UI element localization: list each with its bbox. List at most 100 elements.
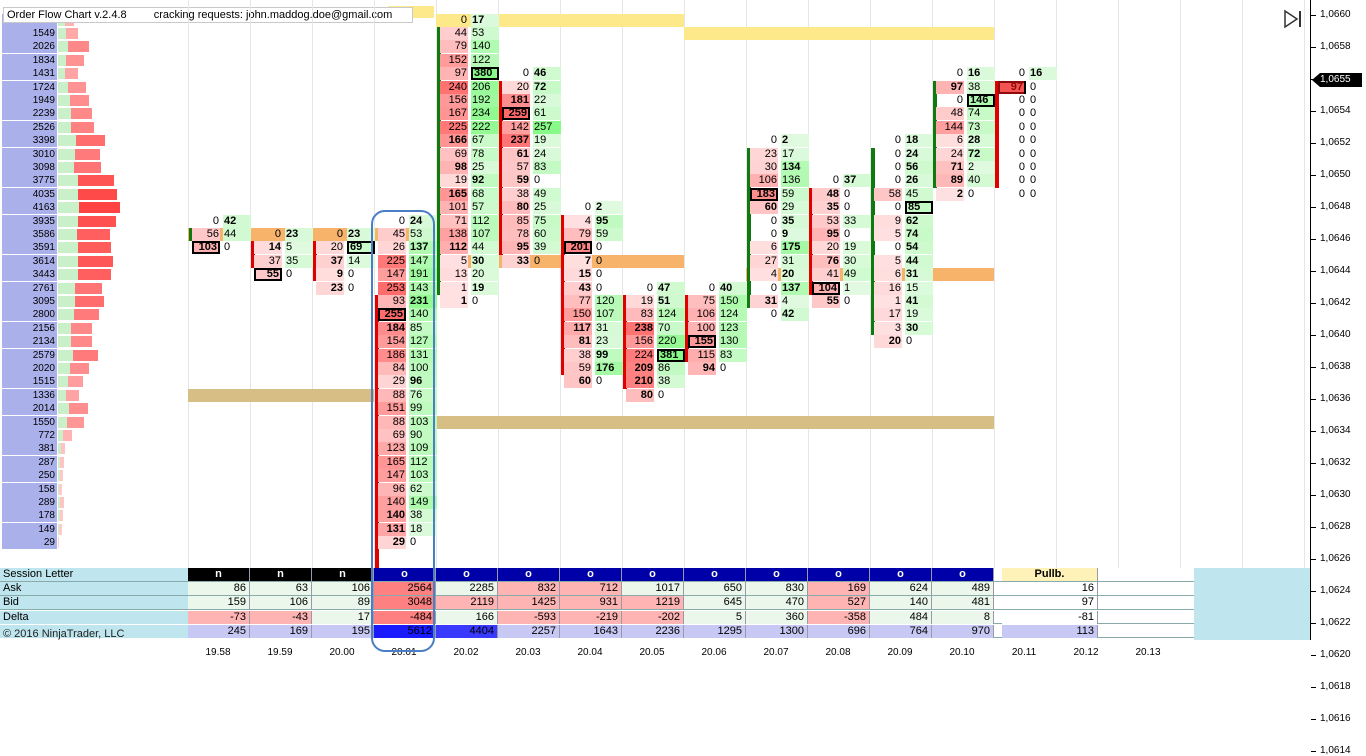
footprint-cell[interactable]: 80 0 xyxy=(626,388,684,402)
footprint-cell[interactable]: 69 90 xyxy=(378,428,437,442)
footprint-cell[interactable]: 259 61 xyxy=(502,107,561,121)
footprint-cell[interactable]: 123 109 xyxy=(378,442,437,456)
footprint-cell[interactable]: 56 44 xyxy=(192,227,251,241)
footprint-cell[interactable]: 255 140 xyxy=(378,308,437,322)
footprint-cell[interactable]: 150 107 xyxy=(564,308,623,322)
footprint-cell[interactable]: 155 130 xyxy=(688,335,747,349)
footprint-cell[interactable]: 209 86 xyxy=(626,361,685,375)
footprint-cell[interactable]: 4 95 xyxy=(564,214,623,228)
footprint-cell[interactable]: 103 0 xyxy=(192,241,250,255)
footprint-cell[interactable]: 147 191 xyxy=(378,268,437,282)
footprint-cell[interactable]: 5 44 xyxy=(874,254,933,268)
footprint-cell[interactable]: 98 25 xyxy=(440,160,499,174)
footprint-cell[interactable]: 23 17 xyxy=(750,147,809,161)
footprint-cell[interactable]: 0 40 xyxy=(688,281,747,295)
footprint-cell[interactable]: 165 112 xyxy=(378,455,437,469)
footprint-cell[interactable]: 89 40 xyxy=(936,174,995,188)
order-flow-plot[interactable]: 0 42 56 44 103 0 0 23 14 5 37 35 55 0 0 23 20 69 37 14 9 0 23 0… xyxy=(188,0,1310,568)
footprint-cell[interactable]: 60 0 xyxy=(564,375,622,389)
footprint-cell[interactable]: 14 5 xyxy=(254,241,313,255)
footprint-cell[interactable]: 31 4 xyxy=(750,294,809,308)
footprint-cell[interactable]: 4 20 xyxy=(750,268,809,282)
footprint-cell[interactable]: 0 35 xyxy=(750,214,809,228)
footprint-cell[interactable]: 48 0 xyxy=(812,187,870,201)
footprint-cell[interactable]: 6 31 xyxy=(874,268,933,282)
footprint-cell[interactable]: 201 0 xyxy=(564,241,622,255)
footprint-cell[interactable]: 225 147 xyxy=(378,254,437,268)
footprint-cell[interactable]: 20 69 xyxy=(316,241,375,255)
footprint-cell[interactable]: 20 19 xyxy=(812,241,871,255)
footprint-cell[interactable]: 165 68 xyxy=(440,187,499,201)
footprint-cell[interactable]: 140 149 xyxy=(378,495,437,509)
footprint-cell[interactable]: 71 112 xyxy=(440,214,499,228)
footprint-cell[interactable]: 57 83 xyxy=(502,160,561,174)
footprint-cell[interactable]: 0 47 xyxy=(626,281,685,295)
footprint-cell[interactable]: 88 103 xyxy=(378,415,437,429)
footprint-cell[interactable]: 115 83 xyxy=(688,348,747,362)
footprint-cell[interactable]: 94 0 xyxy=(688,361,746,375)
footprint-cell[interactable]: 240 206 xyxy=(440,80,499,94)
footprint-cell[interactable]: 37 14 xyxy=(316,254,375,268)
footprint-cell[interactable]: 0 18 xyxy=(874,134,933,148)
footprint-cell[interactable]: 138 107 xyxy=(440,227,499,241)
footprint-cell[interactable]: 5 74 xyxy=(874,227,933,241)
footprint-cell[interactable]: 0 46 xyxy=(502,67,561,81)
footprint-cell[interactable]: 38 49 xyxy=(502,187,561,201)
footprint-cell[interactable]: 30 134 xyxy=(750,160,809,174)
footprint-cell[interactable]: 106 124 xyxy=(688,308,747,322)
footprint-cell[interactable]: 184 85 xyxy=(378,321,437,335)
footprint-cell[interactable]: 13 20 xyxy=(440,268,499,282)
play-icon[interactable] xyxy=(1283,9,1305,29)
footprint-cell[interactable]: 93 231 xyxy=(378,294,437,308)
footprint-cell[interactable]: 20 72 xyxy=(502,80,561,94)
footprint-cell[interactable]: 142 257 xyxy=(502,120,561,134)
footprint-cell[interactable]: 112 44 xyxy=(440,241,499,255)
footprint-cell[interactable]: 95 39 xyxy=(502,241,561,255)
footprint-cell[interactable]: 151 99 xyxy=(378,402,437,416)
footprint-cell[interactable]: 85 75 xyxy=(502,214,561,228)
footprint-cell[interactable]: 26 137 xyxy=(378,241,437,255)
footprint-cell[interactable]: 0 17 xyxy=(440,13,499,27)
footprint-cell[interactable]: 35 0 xyxy=(812,201,870,215)
footprint-cell[interactable]: 100 123 xyxy=(688,321,747,335)
footprint-cell[interactable]: 53 33 xyxy=(812,214,871,228)
footprint-cell[interactable]: 1 41 xyxy=(874,294,933,308)
footprint-cell[interactable]: 9 62 xyxy=(874,214,933,228)
footprint-cell[interactable]: 6 175 xyxy=(750,241,809,255)
footprint-cell[interactable]: 29 96 xyxy=(378,375,437,389)
footprint-cell[interactable]: 156 192 xyxy=(440,93,499,107)
footprint-cell[interactable]: 55 0 xyxy=(254,268,312,282)
footprint-cell[interactable]: 58 45 xyxy=(874,187,933,201)
footprint-cell[interactable]: 59 0 xyxy=(502,174,560,188)
footprint-cell[interactable]: 0 56 xyxy=(874,160,933,174)
footprint-cell[interactable]: 0 24 xyxy=(874,147,933,161)
footprint-cell[interactable]: 0 85 xyxy=(874,201,933,215)
footprint-cell[interactable]: 79 140 xyxy=(440,40,499,54)
footprint-cell[interactable]: 101 57 xyxy=(440,201,499,215)
footprint-cell[interactable]: 24 72 xyxy=(936,147,995,161)
footprint-cell[interactable]: 0 54 xyxy=(874,241,933,255)
footprint-cell[interactable]: 0 137 xyxy=(750,281,809,295)
footprint-cell[interactable]: 117 31 xyxy=(564,321,623,335)
footprint-cell[interactable]: 38 99 xyxy=(564,348,623,362)
footprint-cell[interactable]: 210 38 xyxy=(626,375,685,389)
footprint-cell[interactable]: 97 380 xyxy=(440,67,499,81)
footprint-cell[interactable]: 183 59 xyxy=(750,187,809,201)
footprint-cell[interactable]: 0 23 xyxy=(316,227,375,241)
footprint-cell[interactable]: 147 103 xyxy=(378,469,437,483)
footprint-cell[interactable]: 224 381 xyxy=(626,348,685,362)
footprint-cell[interactable]: 104 1 xyxy=(812,281,871,295)
footprint-cell[interactable]: 44 53 xyxy=(440,26,499,40)
footprint-cell[interactable]: 5 30 xyxy=(440,254,499,268)
footprint-cell[interactable]: 237 19 xyxy=(502,134,561,148)
footprint-cell[interactable]: 181 22 xyxy=(502,93,561,107)
